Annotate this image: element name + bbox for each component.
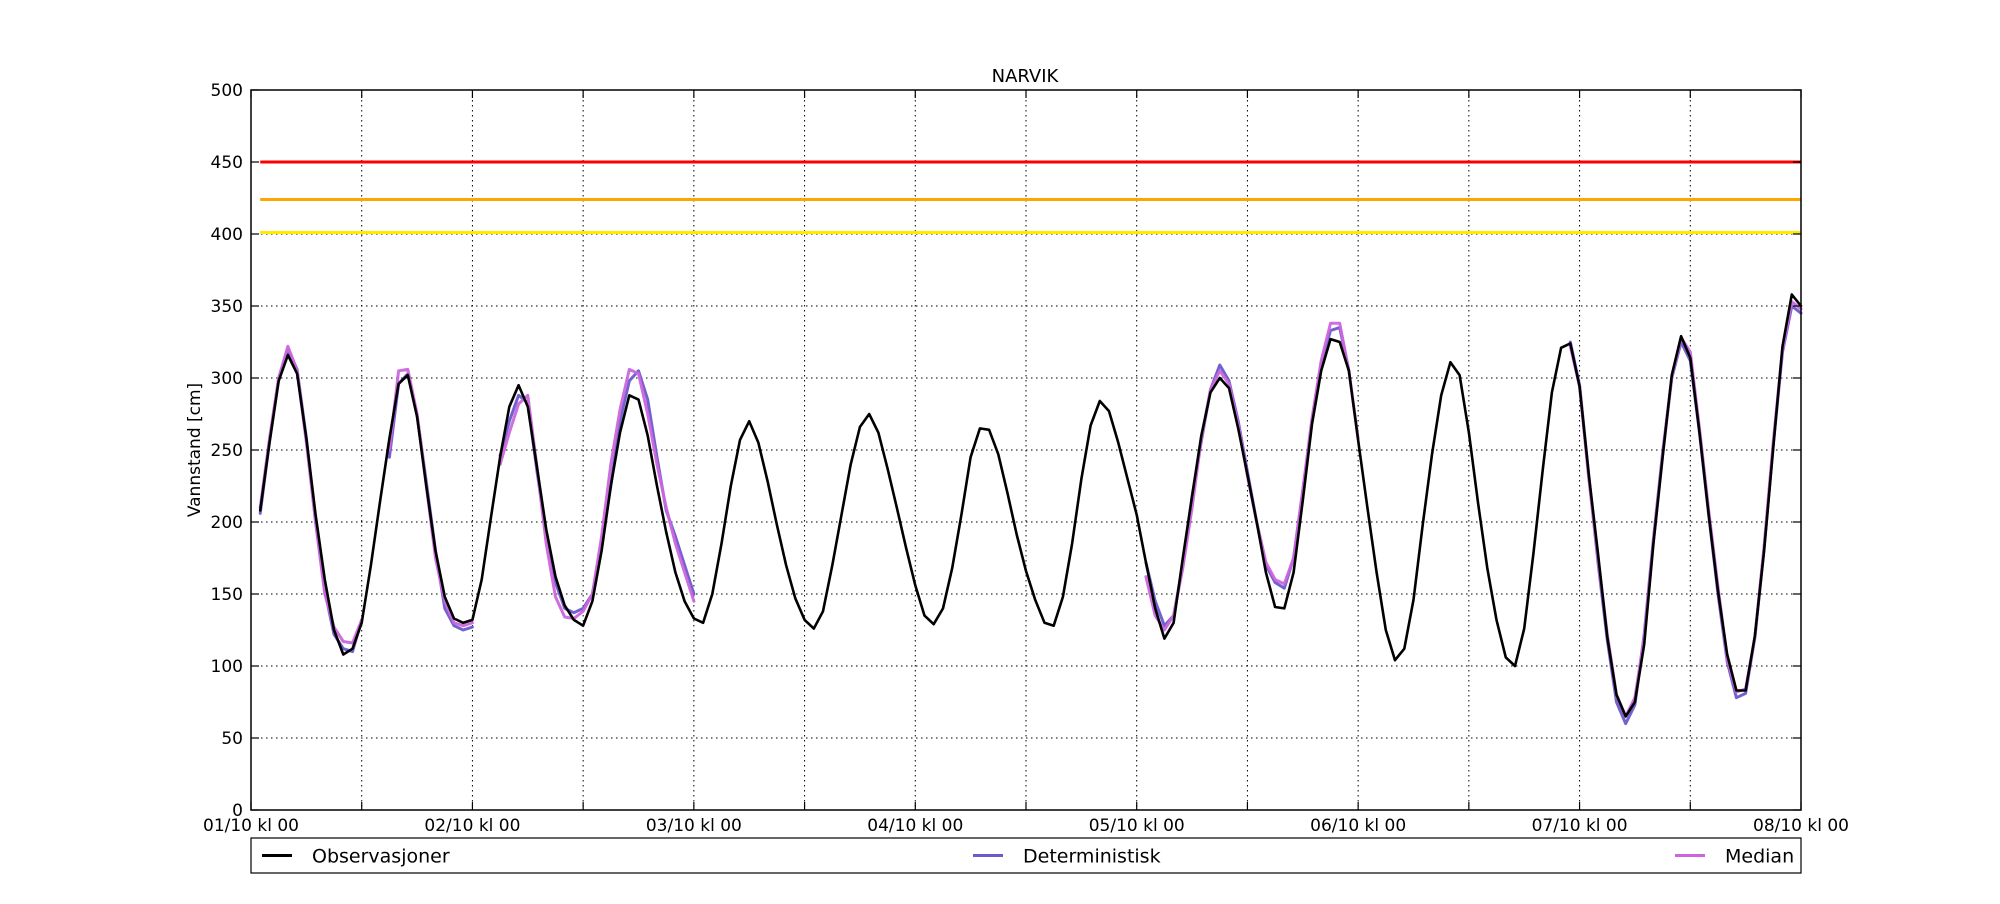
legend-label: Observasjoner [312,846,450,868]
x-tick-label: 01/10 kl 00 [203,816,299,836]
x-tick-label: 07/10 kl 00 [1532,816,1628,836]
y-tick-label: 50 [221,729,243,749]
x-tick-label: 05/10 kl 00 [1089,816,1185,836]
legend-label: Deterministisk [1023,846,1161,868]
y-tick-label: 450 [211,153,243,173]
series-line-observasjoner [258,293,1803,718]
series-layer [258,293,1803,726]
x-tick-label: 08/10 kl 00 [1753,816,1849,836]
chart-title: NARVIK [992,66,1060,87]
y-tick-label: 200 [211,513,243,533]
x-tick-label: 02/10 kl 00 [424,816,520,836]
y-tick-label: 100 [211,657,243,677]
y-axis-label: Vannstand [cm] [185,383,205,517]
legend-label: Median [1725,846,1794,868]
y-tick-label: 500 [211,81,243,101]
x-tick-label: 06/10 kl 00 [1310,816,1406,836]
y-tick-label: 300 [211,369,243,389]
x-tick-label: 03/10 kl 00 [646,816,742,836]
y-tick-label: 350 [211,297,243,317]
y-tick-label: 150 [211,585,243,605]
y-tick-label: 400 [211,225,243,245]
y-tick-label: 0 [232,801,243,821]
y-tick-label: 250 [211,441,243,461]
axes-layer: 0 50 100 150 200 250 300 350 400 450 500 01/10 kl 0… [203,81,1849,836]
threshold-lines [260,160,1801,235]
legend: Observasjoner Deterministisk Median [250,837,1802,874]
legend-frame [250,837,1802,874]
x-tick-label: 04/10 kl 00 [867,816,963,836]
